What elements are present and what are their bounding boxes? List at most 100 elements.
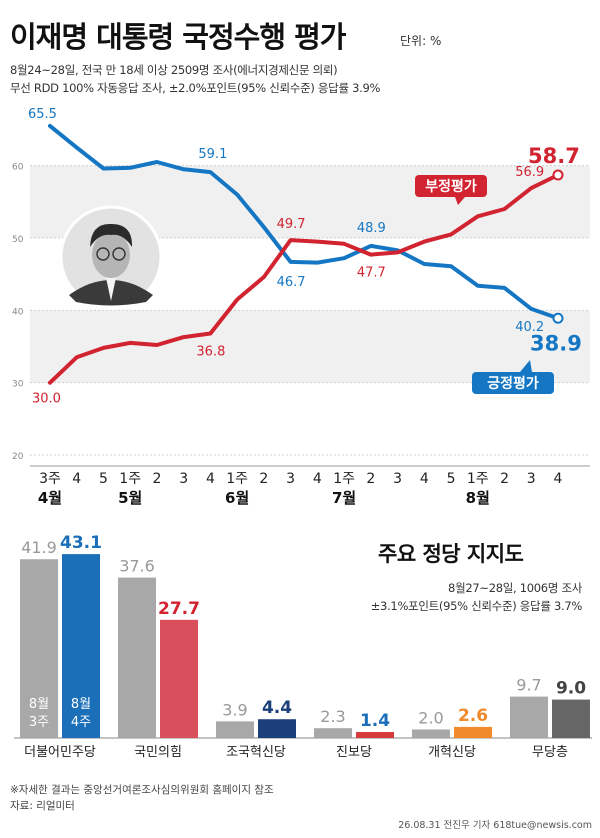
x-tick-label: 3 xyxy=(179,471,188,487)
bar-value-current: 1.4 xyxy=(360,711,390,731)
negative-data-label: 58.7 xyxy=(528,144,580,168)
page-title: 이재명 대통령 국정수행 평가 xyxy=(10,20,346,54)
bar-current xyxy=(356,732,394,738)
x-month-label: 4월 xyxy=(38,489,62,507)
x-month-label: 8월 xyxy=(466,489,490,507)
footnote: ※자세한 결과는 중앙선거여론조사심의위원회 홈페이지 참조 xyxy=(10,784,274,796)
unit-label: 단위: % xyxy=(400,34,442,48)
x-month-label: 5월 xyxy=(118,489,142,507)
positive-data-label: 65.5 xyxy=(28,107,57,122)
y-tick-label: 20 xyxy=(12,452,24,462)
negative-end-marker xyxy=(552,169,564,181)
bar-value-previous: 3.9 xyxy=(222,700,247,719)
y-tick-label: 60 xyxy=(12,163,24,173)
x-tick-label: 4 xyxy=(420,471,429,487)
x-tick-label: 5 xyxy=(447,471,456,487)
positive-legend-tag-text: 긍정평가 xyxy=(487,375,539,392)
y-tick-label: 50 xyxy=(12,235,24,245)
bar-current xyxy=(160,619,198,738)
x-tick-label: 4 xyxy=(206,471,215,487)
bar-value-current: 27.7 xyxy=(158,599,200,619)
portrait-face xyxy=(92,232,130,278)
bar-category-label: 조국혁신당 xyxy=(226,745,286,760)
negative-data-label: 36.8 xyxy=(196,344,225,359)
negative-data-label: 49.7 xyxy=(277,217,306,232)
bar-value-previous: 2.0 xyxy=(418,708,443,727)
source-label: 자료: 리얼미터 xyxy=(10,800,75,812)
x-tick-label: 4 xyxy=(554,471,563,487)
credit-line: 26.08.31 전진우 기자 618tue@newsis.com xyxy=(398,820,592,831)
bar-category-label: 개혁신당 xyxy=(428,745,476,760)
y-tick-label: 40 xyxy=(12,307,24,317)
x-tick-label: 1주 xyxy=(333,471,355,487)
bar-previous xyxy=(412,729,450,738)
bar-survey-info-line-1: 8월27~28일, 1006명 조사 xyxy=(448,581,582,595)
positive-series-line xyxy=(48,123,560,321)
y-tick-label: 30 xyxy=(12,380,24,390)
x-tick-label: 2 xyxy=(500,471,509,487)
bar-current xyxy=(62,554,100,738)
bar-category-label: 더불어민주당 xyxy=(24,745,96,760)
x-tick-label: 4 xyxy=(313,471,322,487)
negative-data-label: 30.0 xyxy=(32,392,61,407)
negative-legend-tag-box xyxy=(415,175,487,197)
portrait-glasses-right xyxy=(112,247,126,261)
bar-previous xyxy=(118,577,156,738)
bar-value-previous: 41.9 xyxy=(21,538,57,557)
negative-data-label: 47.7 xyxy=(357,266,386,281)
x-tick-label: 3 xyxy=(527,471,536,487)
positive-end-marker xyxy=(552,312,564,324)
bar-category-label: 진보당 xyxy=(336,745,372,760)
survey-info-line-2: 무선 RDD 100% 자동응답 조사, ±2.0%포인트(95% 신뢰수준) … xyxy=(10,81,381,95)
x-month-label: 7월 xyxy=(332,489,356,507)
x-tick-label: 1주 xyxy=(226,471,248,487)
positive-legend-tag-box xyxy=(472,372,554,394)
x-tick-label: 4 xyxy=(72,471,81,487)
positive-legend-tag-pointer xyxy=(520,360,532,372)
negative-legend-tag-pointer xyxy=(455,197,465,205)
bar-previous xyxy=(20,559,58,738)
grid-band xyxy=(30,310,590,383)
negative-legend-tag-text: 부정평가 xyxy=(425,178,477,195)
bar-value-previous: 37.6 xyxy=(119,557,155,576)
bar-survey-info-line-2: ±3.1%포인트(95% 신뢰수준) 응답률 3.7% xyxy=(370,599,583,613)
x-tick-label: 2 xyxy=(366,471,375,487)
portrait-glasses-left xyxy=(96,247,110,261)
bar-category-label: 무당층 xyxy=(532,745,568,760)
bar-previous xyxy=(510,696,548,738)
positive-data-label: 48.9 xyxy=(357,221,386,236)
bar-current xyxy=(258,719,296,738)
x-tick-label: 2 xyxy=(152,471,161,487)
x-tick-label: 3 xyxy=(286,471,295,487)
portrait-hair xyxy=(90,223,133,247)
bar-current xyxy=(552,699,590,738)
bar-previous xyxy=(216,721,254,738)
x-tick-label: 1주 xyxy=(119,471,141,487)
portrait-shirt xyxy=(105,273,117,301)
survey-info-line-1: 8월24~28일, 전국 만 18세 이상 2509명 조사(에너지경제신문 의… xyxy=(10,63,338,77)
bar-legend-current-line2: 4주 xyxy=(71,715,91,730)
x-tick-label: 3 xyxy=(393,471,402,487)
x-tick-label: 1주 xyxy=(467,471,489,487)
bar-previous xyxy=(314,728,352,738)
bar-value-current: 9.0 xyxy=(556,679,586,699)
positive-data-label: 59.1 xyxy=(198,147,227,162)
x-tick-label: 2 xyxy=(259,471,268,487)
bar-value-current: 43.1 xyxy=(60,533,102,553)
bar-category-label: 국민의힘 xyxy=(134,745,182,760)
x-tick-label: 3주 xyxy=(39,471,61,487)
x-month-label: 6월 xyxy=(225,489,249,507)
positive-data-label: 40.2 xyxy=(515,320,544,335)
bar-value-previous: 9.7 xyxy=(516,676,541,695)
bar-value-previous: 2.3 xyxy=(320,707,345,726)
positive-data-label: 46.7 xyxy=(277,275,306,290)
bar-legend-previous-line2: 3주 xyxy=(29,715,49,730)
bar-value-current: 2.6 xyxy=(458,706,488,726)
positive-data-label: 38.9 xyxy=(530,331,582,355)
bar-value-current: 4.4 xyxy=(262,698,292,718)
bar-chart-title: 주요 정당 지지도 xyxy=(378,542,524,566)
bar-current xyxy=(454,726,492,738)
negative-data-label: 56.9 xyxy=(515,165,544,180)
